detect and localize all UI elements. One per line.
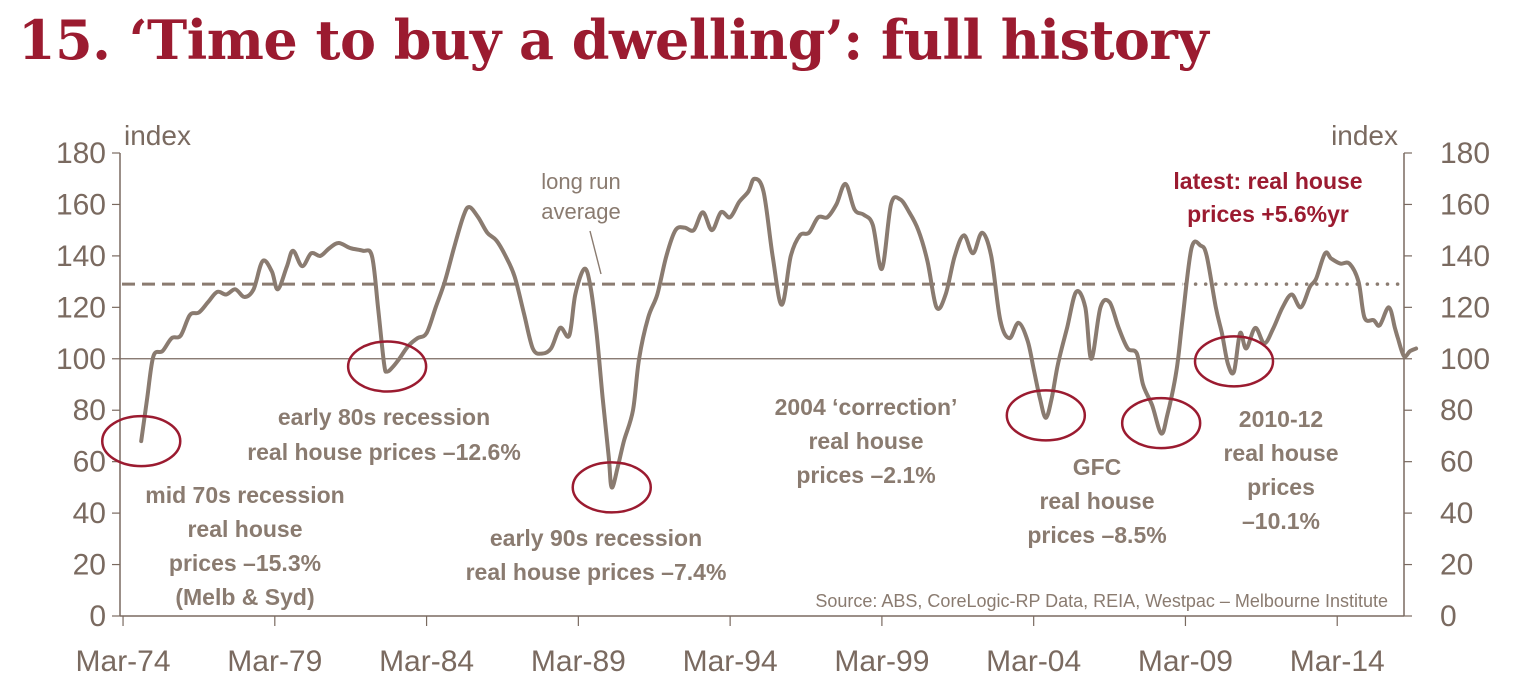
- annotation-gfc: prices –8.5%: [1027, 522, 1166, 548]
- y-tick-label-right: 140: [1440, 240, 1490, 273]
- annotation-gfc: GFC: [1073, 454, 1122, 480]
- y-axis-left: 0 20 40 60 80 100 120 140 160 180 index: [56, 120, 191, 633]
- x-tick-label: Mar-94: [683, 645, 778, 678]
- annotation-correction2004: real house: [808, 428, 923, 454]
- recession-marker-circle: [1005, 389, 1087, 442]
- annotation-mid70s: prices –15.3%: [169, 550, 321, 576]
- series-group: [139, 176, 1419, 490]
- x-axis: Mar-74 Mar-79 Mar-84 Mar-89 Mar-94 Mar-99 Mar-…: [76, 616, 1385, 678]
- y-tick-label-right: 100: [1440, 343, 1490, 376]
- annotations: mid 70s recession real house prices –15.3%…: [145, 168, 1388, 611]
- y-tick-label-left: 40: [73, 497, 106, 530]
- long-run-average-label: long run: [541, 169, 621, 194]
- y-tick-label-right: 120: [1440, 291, 1490, 324]
- recession-marker-circle: [100, 414, 182, 468]
- x-tick-label: Mar-84: [379, 645, 474, 678]
- annotation-latest: latest: real house: [1173, 168, 1362, 194]
- y-axis-right: 0 20 40 60 80 100 120 140 160 180 index: [1331, 120, 1490, 633]
- long-run-average-label: average: [541, 199, 621, 224]
- x-tick-label: Mar-74: [76, 645, 171, 678]
- annotation-y2010_12: real house: [1223, 440, 1338, 466]
- y-tick-label-right: 180: [1440, 137, 1490, 170]
- recession-markers: [100, 335, 1275, 514]
- annotation-gfc: real house: [1039, 488, 1154, 514]
- annotation-correction2004: prices –2.1%: [796, 462, 935, 488]
- annotation-early90s: real house prices –7.4%: [466, 559, 727, 585]
- annotation-early90s: early 90s recession: [490, 525, 702, 551]
- y-tick-label-left: 100: [56, 343, 106, 376]
- source-note: Source: ABS, CoreLogic-RP Data, REIA, We…: [815, 591, 1388, 611]
- y-tick-label-right: 80: [1440, 394, 1473, 427]
- x-tick-label: Mar-04: [986, 645, 1081, 678]
- y-tick-label-left: 180: [56, 137, 106, 170]
- x-tick-label: Mar-09: [1138, 645, 1233, 678]
- y-tick-label-left: 0: [89, 600, 106, 633]
- annotation-y2010_12: prices: [1247, 474, 1315, 500]
- recession-marker-circle: [571, 461, 652, 514]
- x-tick-label: Mar-79: [227, 645, 322, 678]
- y-tick-label-right: 40: [1440, 497, 1473, 530]
- y-tick-label-right: 160: [1440, 188, 1490, 221]
- y-tick-label-left: 160: [56, 188, 106, 221]
- long-run-average: long run average: [122, 169, 1404, 286]
- annotation-mid70s: (Melb & Syd): [175, 584, 314, 610]
- recession-marker-circle: [1193, 335, 1275, 388]
- annotation-early80s: real house prices –12.6%: [247, 439, 521, 465]
- x-tick-label: Mar-89: [531, 645, 626, 678]
- annotation-mid70s: mid 70s recession: [145, 482, 344, 508]
- annotation-correction2004: 2004 ‘correction’: [775, 394, 958, 420]
- y-tick-label-left: 120: [56, 291, 106, 324]
- y-tick-label-right: 20: [1440, 549, 1473, 582]
- y-tick-label-left: 140: [56, 240, 106, 273]
- x-tick-label: Mar-99: [834, 645, 929, 678]
- annotation-mid70s: real house: [187, 516, 302, 542]
- plot-frame: [119, 153, 1405, 617]
- y-tick-label-left: 60: [73, 446, 106, 479]
- annotation-y2010_12: –10.1%: [1242, 508, 1320, 534]
- y-axis-unit-left: index: [124, 120, 191, 151]
- y-tick-label-left: 20: [73, 549, 106, 582]
- y-tick-label-right: 60: [1440, 446, 1473, 479]
- y-tick-label-left: 80: [73, 394, 106, 427]
- annotation-y2010_12: 2010-12: [1239, 406, 1323, 432]
- chart-title: 15. ‘Time to buy a dwelling’: full histo…: [18, 8, 1209, 72]
- recession-marker-circle: [346, 340, 428, 393]
- y-tick-label-right: 0: [1440, 600, 1457, 633]
- series-line: [139, 176, 1419, 490]
- x-tick-label: Mar-14: [1290, 645, 1385, 678]
- y-axis-unit-right: index: [1331, 120, 1398, 151]
- annotation-early80s: early 80s recession: [278, 404, 490, 430]
- recession-marker-circle: [1120, 396, 1202, 450]
- long-run-average-leader: [589, 230, 602, 275]
- annotation-latest: prices +5.6%yr: [1187, 201, 1349, 227]
